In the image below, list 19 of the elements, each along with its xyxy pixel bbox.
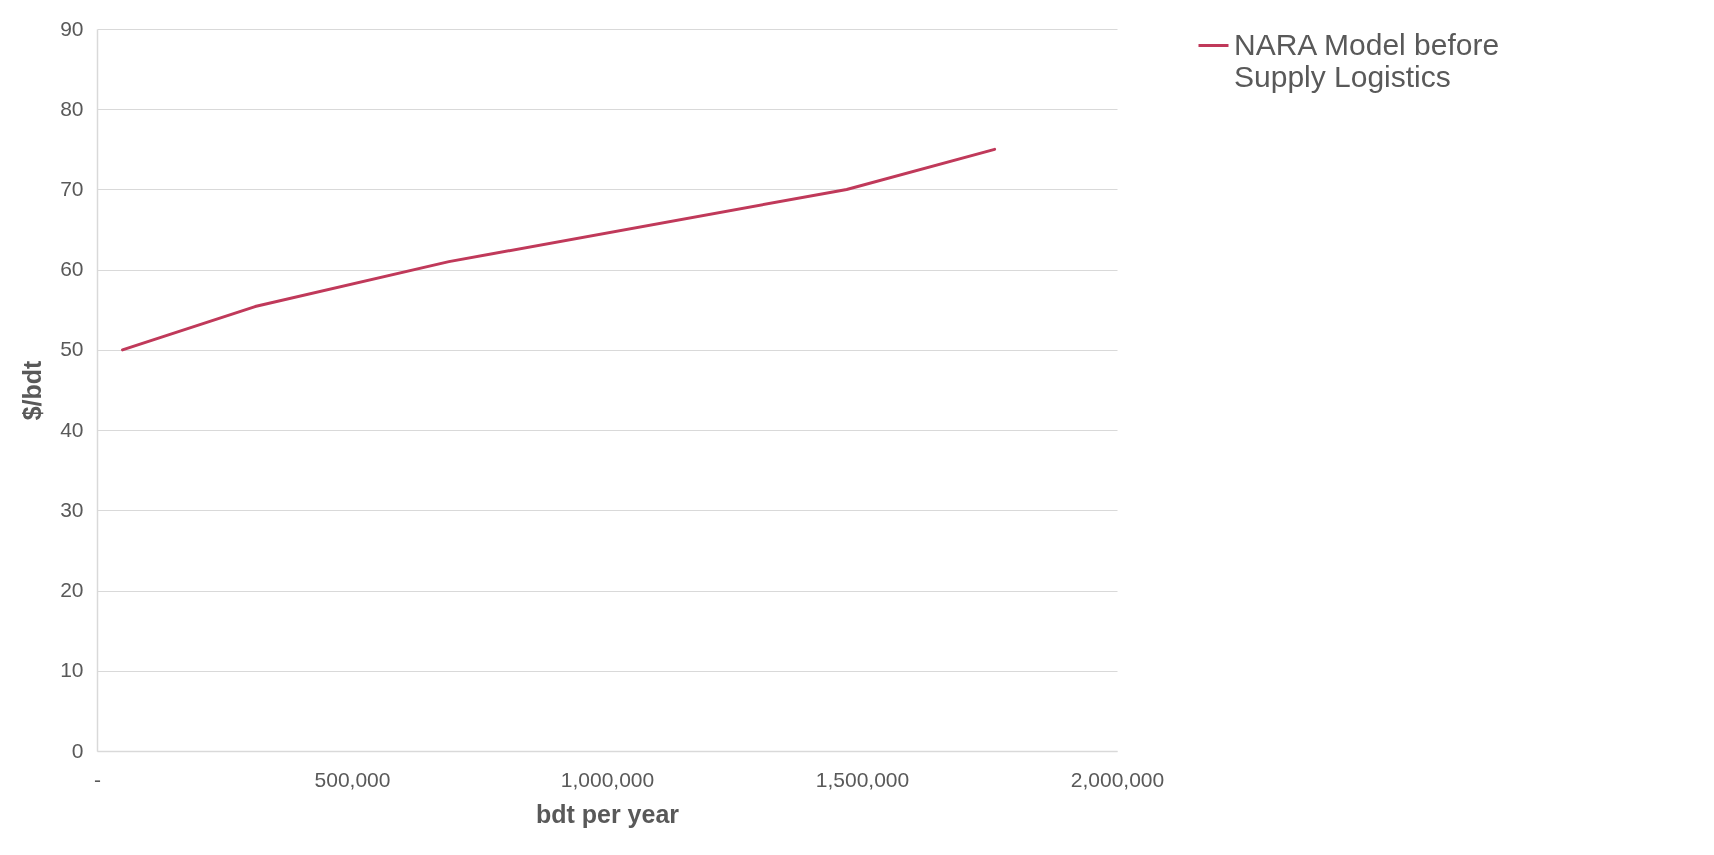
x-tick-label: 1,500,000 — [815, 767, 910, 791]
y-tick-label: 40 — [60, 417, 84, 441]
y-tick-label: 60 — [60, 257, 84, 281]
x-tick-label: 500,000 — [314, 767, 391, 791]
x-tick-label: - — [94, 767, 101, 791]
y-tick-label: 70 — [60, 176, 84, 200]
line-series — [121, 147, 997, 352]
y-tick-label: 80 — [60, 96, 84, 120]
y-tick-label: 30 — [60, 497, 84, 521]
x-tick-label: 2,000,000 — [1070, 767, 1165, 791]
x-tick-label: 1,000,000 — [560, 767, 655, 791]
legend-label: NARA Model before Supply Logistics — [1234, 27, 1500, 93]
x-axis-title: bdt per year — [535, 799, 680, 828]
y-tick-label: 20 — [60, 578, 84, 602]
y-tick-label: 10 — [60, 658, 84, 682]
y-tick-label: 50 — [60, 337, 84, 361]
y-tick-label: 90 — [60, 16, 84, 40]
y-axis-title: $/bdt — [18, 359, 47, 421]
y-tick-label: 0 — [71, 738, 84, 762]
